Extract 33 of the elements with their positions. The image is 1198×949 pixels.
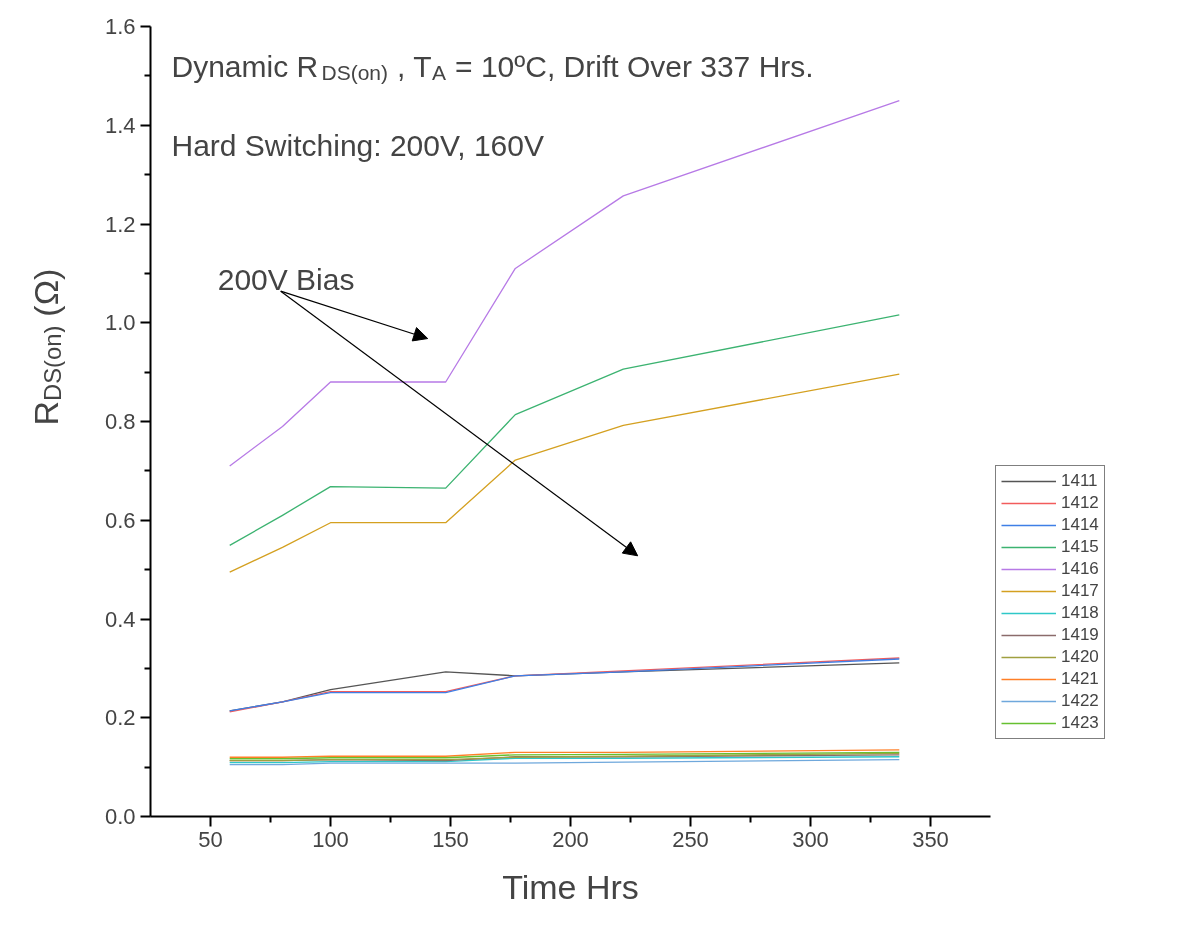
- legend-label: 1423: [1061, 713, 1099, 733]
- y-tick-label: 0.4: [104, 606, 136, 632]
- legend-label: 1412: [1061, 493, 1099, 513]
- legend-label: 1417: [1061, 581, 1099, 601]
- x-tick-label: 250: [672, 826, 709, 852]
- x-tick-label: 350: [912, 826, 949, 852]
- legend-label: 1420: [1061, 647, 1099, 667]
- x-tick-label: 100: [312, 826, 349, 852]
- x-tick-label: 150: [432, 826, 469, 852]
- y-tick-label: 0.0: [104, 804, 136, 829]
- x-tick-label: 300: [792, 826, 829, 852]
- line-series: [229, 373, 900, 573]
- legend-label: 1414: [1061, 515, 1099, 535]
- x-tick-label: 200: [552, 826, 589, 852]
- y-tick-label: 0.8: [104, 409, 136, 434]
- annotation: Hard Switching: 200V, 160V: [171, 128, 544, 162]
- legend-label: 1418: [1061, 603, 1099, 623]
- x-axis-title: Time Hrs: [502, 867, 639, 906]
- annotation: 200V Bias: [217, 262, 355, 296]
- legend-label: 1415: [1061, 537, 1099, 557]
- line-series: [229, 314, 900, 547]
- x-tick-label: 50: [198, 826, 223, 852]
- y-tick-label: 1.6: [104, 14, 136, 39]
- legend-label: 1421: [1061, 669, 1099, 689]
- legend-label: 1419: [1061, 625, 1099, 645]
- y-tick-label: 0.6: [104, 507, 136, 533]
- y-tick-label: 1.4: [104, 112, 136, 138]
- legend-label: 1422: [1061, 691, 1099, 711]
- legend-label: 1411: [1061, 471, 1098, 491]
- y-tick-label: 1.0: [104, 310, 136, 336]
- legend-label: 1416: [1061, 559, 1099, 579]
- y-tick-label: 0.2: [104, 705, 136, 731]
- y-tick-label: 1.2: [104, 211, 136, 237]
